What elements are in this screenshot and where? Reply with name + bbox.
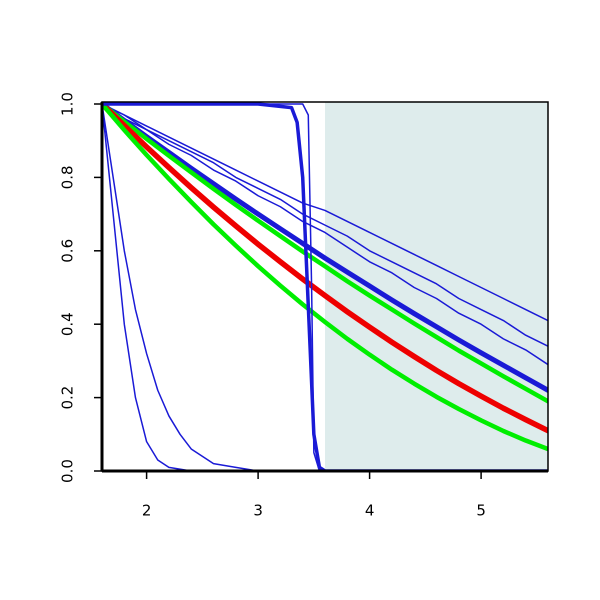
y-tick-label: 0.2 (59, 386, 77, 410)
x-tick-label: 3 (253, 502, 263, 520)
y-tick-label: 1.0 (59, 92, 77, 116)
series-line (102, 103, 548, 347)
x-tick-label: 5 (476, 502, 486, 520)
series-line (102, 102, 548, 434)
series-line (102, 103, 548, 471)
series-line (102, 103, 548, 322)
series-line (102, 102, 548, 404)
x-tick-label: 4 (365, 502, 375, 520)
series-line (102, 103, 548, 471)
series-line (102, 102, 548, 393)
y-tick-label: 0.6 (59, 239, 77, 263)
series-line (102, 103, 548, 366)
axes-layer: 2 3 4 5 0.0 0.2 0.4 0.6 0.8 1.0 (59, 92, 549, 520)
series-line (102, 102, 548, 471)
y-tick-label: 0.0 (59, 459, 77, 483)
x-tick-label: 2 (142, 502, 152, 520)
y-tick-label: 0.4 (59, 312, 77, 336)
series-line (102, 102, 548, 452)
y-tick-label: 0.8 (59, 165, 77, 189)
